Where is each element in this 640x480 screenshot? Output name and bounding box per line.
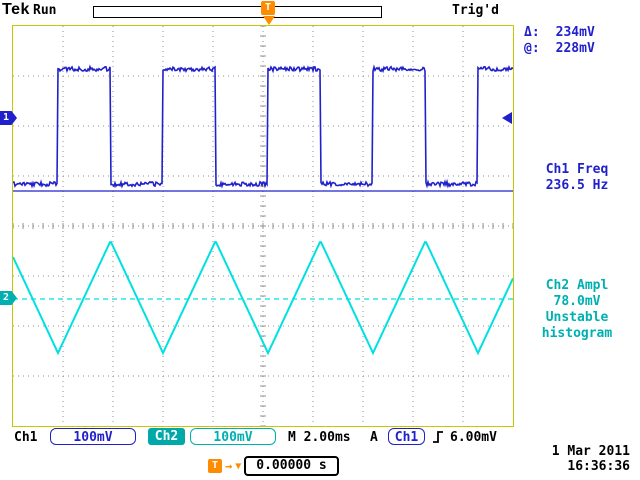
ch2-label: Ch2 <box>148 428 185 445</box>
tek-logo: Tek <box>2 1 30 18</box>
trigger-status: Trig'd <box>452 3 499 18</box>
ch1-scale-readout: 100mV <box>50 428 136 445</box>
ch2-measurement-value: 78.0mV <box>553 294 601 309</box>
ch2-marker-label: 2 <box>3 292 10 303</box>
trigger-position-bar <box>93 6 382 18</box>
ch1-position-marker: 1 <box>0 111 17 125</box>
time-readout: 16:36:36 <box>567 459 630 474</box>
cursor-delta-label: Δ: <box>524 25 540 40</box>
ch2-measurement-note-1: Unstable <box>545 310 609 325</box>
down-arrow-icon: ▼ <box>235 460 242 472</box>
ch1-measurement-value: 236.5 Hz <box>545 178 609 193</box>
graticule <box>12 25 514 427</box>
trigger-position-value: 0.00000 s <box>244 456 339 476</box>
right-arrow-icon: → <box>225 459 233 473</box>
ch2-measurement-note-2: histogram <box>541 326 613 341</box>
trigger-source: Ch1 <box>388 428 425 445</box>
trigger-time-marker: T <box>208 459 222 473</box>
trigger-time-marker-letter: T <box>211 460 219 471</box>
acquisition-state: Run <box>33 3 57 18</box>
timebase-readout: M 2.00ms <box>288 430 351 445</box>
waveform-display <box>13 26 513 426</box>
cursor-at-row: @: 228mV <box>524 41 636 56</box>
ch1-label: Ch1 <box>14 430 38 445</box>
trigger-mode: A <box>370 430 378 445</box>
cursor-delta-value: 234mV <box>555 25 595 40</box>
cursor-at-value: 228mV <box>555 41 595 56</box>
cursor-at-label: @: <box>524 41 540 56</box>
trigger-position-readout-group: T → ▼ 0.00000 s <box>208 456 339 476</box>
cursor-delta-row: Δ: 234mV <box>524 25 636 40</box>
trigger-marker-letter: T <box>264 2 272 13</box>
trigger-level-readout: 6.00mV <box>450 430 497 445</box>
ch1-measurement-label: Ch1 Freq <box>545 162 609 177</box>
ch2-scale-readout: 100mV <box>190 428 276 445</box>
trigger-position-marker: T <box>261 1 275 15</box>
rising-slope-icon <box>433 431 443 443</box>
ch2-measurement-label: Ch2 Ampl <box>545 278 609 293</box>
date-readout: 1 Mar 2011 <box>551 444 630 459</box>
trigger-position-arrow-icon <box>263 16 275 25</box>
ch2-position-marker: 2 <box>0 291 17 305</box>
ch1-marker-label: 1 <box>3 112 10 123</box>
